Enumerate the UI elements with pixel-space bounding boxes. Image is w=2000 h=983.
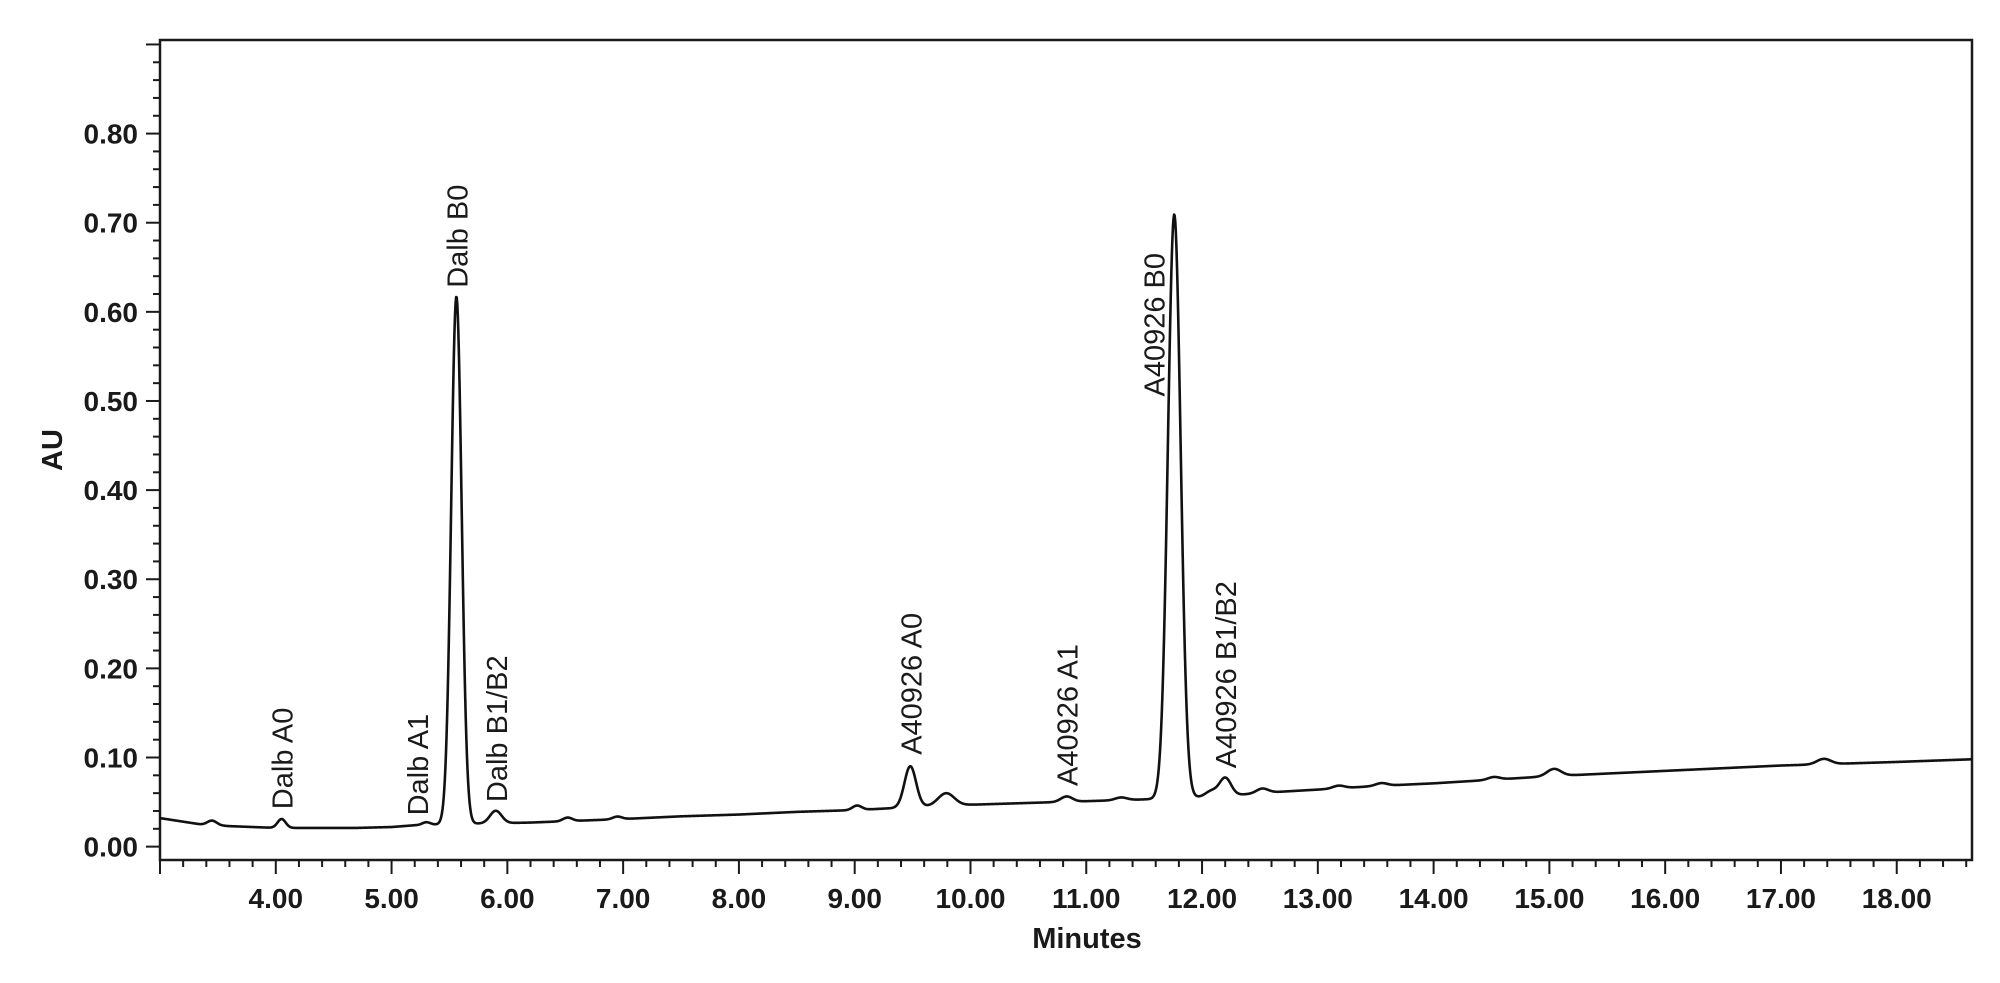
y-tick-label: 0.20	[84, 653, 139, 684]
peak-label: A40926 A1	[1053, 644, 1085, 786]
y-tick-label: 0.60	[84, 297, 139, 328]
x-tick-label: 15.00	[1514, 883, 1584, 914]
x-tick-label: 12.00	[1167, 883, 1237, 914]
axis-tick-labels: 4.00 5.00 6.00 7.00 8.00 9.00 10.00 11.00 12.00 1…	[84, 119, 1932, 914]
peak-label: Dalb A0	[268, 708, 300, 810]
x-tick-label: 8.00	[712, 883, 767, 914]
x-tick-label: 6.00	[480, 883, 535, 914]
y-tick-label: 0.70	[84, 208, 139, 239]
x-tick-label: 14.00	[1399, 883, 1469, 914]
y-tick-label: 0.40	[84, 475, 139, 506]
x-axis-title: Minutes	[1032, 923, 1142, 955]
x-tick-label: 7.00	[596, 883, 651, 914]
x-tick-label: 13.00	[1283, 883, 1353, 914]
x-tick-label: 5.00	[364, 883, 419, 914]
chromatogram-trace	[159, 213, 1973, 830]
axis-ticks	[146, 43, 1968, 874]
peak-label: Dalb A1	[403, 714, 435, 816]
x-tick-label: 11.00	[1052, 883, 1121, 914]
x-tick-label: 16.00	[1630, 883, 1700, 914]
x-tick-label: 18.00	[1862, 883, 1932, 914]
y-tick-label: 0.80	[84, 119, 139, 150]
x-tick-label: 9.00	[827, 883, 882, 914]
y-tick-label: 0.00	[84, 832, 139, 863]
peak-label: Dalb B0	[442, 185, 474, 288]
x-tick-label: 4.00	[249, 883, 304, 914]
x-tick-label: 17.00	[1746, 883, 1816, 914]
peak-label: A40926 B1/B2	[1211, 581, 1243, 768]
y-tick-label: 0.50	[84, 386, 139, 417]
peak-label: A40926 A0	[896, 613, 928, 755]
y-tick-label: 0.10	[84, 743, 139, 774]
plot-frame	[158, 38, 1974, 862]
peak-label: Dalb B1/B2	[482, 655, 514, 802]
peak-label: A40926 B0	[1139, 253, 1171, 397]
x-tick-label: 10.00	[935, 883, 1005, 914]
y-tick-label: 0.30	[84, 564, 139, 595]
peak-annotations: Dalb A0 Dalb A1 Dalb B0 Dalb B1/B2 A40926 A0…	[268, 185, 1244, 816]
y-axis-title: AU	[37, 429, 69, 471]
